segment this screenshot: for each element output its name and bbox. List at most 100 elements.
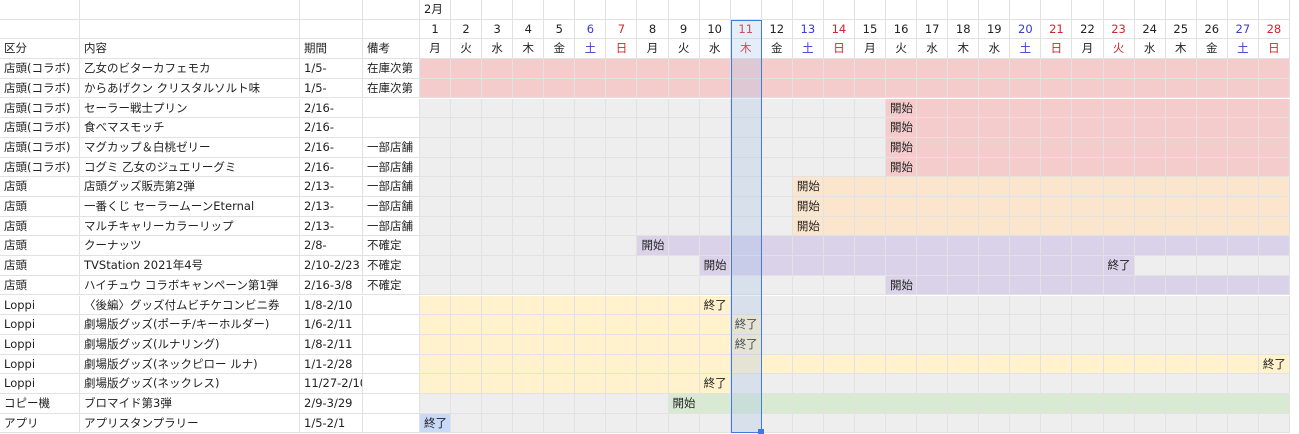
schedule-cell[interactable] bbox=[761, 334, 793, 355]
schedule-cell[interactable] bbox=[451, 413, 483, 434]
schedule-cell[interactable] bbox=[917, 98, 949, 119]
schedule-cell[interactable] bbox=[1103, 354, 1135, 375]
schedule-cell[interactable] bbox=[761, 394, 793, 414]
schedule-cell[interactable] bbox=[513, 374, 545, 394]
schedule-cell[interactable] bbox=[544, 354, 576, 375]
note-cell[interactable] bbox=[363, 118, 420, 138]
schedule-cell[interactable] bbox=[1227, 118, 1259, 138]
schedule-cell[interactable] bbox=[1227, 413, 1259, 434]
schedule-cell[interactable] bbox=[979, 394, 1011, 414]
blank-cell[interactable] bbox=[606, 0, 638, 20]
day-number-cell[interactable]: 16 bbox=[886, 19, 918, 40]
category-cell[interactable]: コピー機 bbox=[0, 394, 80, 414]
category-cell[interactable]: Loppi bbox=[0, 315, 80, 335]
schedule-cell[interactable] bbox=[606, 374, 638, 394]
schedule-cell[interactable] bbox=[1041, 59, 1073, 79]
schedule-cell[interactable] bbox=[917, 177, 949, 197]
schedule-cell[interactable] bbox=[948, 197, 980, 217]
schedule-cell[interactable] bbox=[886, 256, 918, 276]
schedule-cell[interactable] bbox=[575, 137, 607, 158]
weekday-cell[interactable]: 日 bbox=[1041, 39, 1073, 60]
schedule-cell[interactable] bbox=[1196, 177, 1228, 197]
blank-cell[interactable] bbox=[575, 0, 607, 20]
schedule-cell[interactable] bbox=[668, 334, 700, 355]
schedule-cell[interactable] bbox=[761, 137, 793, 158]
day-number-cell[interactable]: 9 bbox=[668, 19, 700, 40]
status-marker-cell[interactable]: 終了 bbox=[1103, 256, 1135, 276]
schedule-cell[interactable] bbox=[979, 374, 1011, 394]
schedule-cell[interactable] bbox=[1072, 374, 1104, 394]
schedule-cell[interactable] bbox=[575, 98, 607, 119]
schedule-cell[interactable] bbox=[420, 137, 452, 158]
content-cell[interactable]: コグミ 乙女のジュエリーグミ bbox=[80, 157, 300, 178]
schedule-cell[interactable] bbox=[668, 157, 700, 178]
schedule-cell[interactable] bbox=[482, 394, 514, 414]
schedule-cell[interactable] bbox=[886, 354, 918, 375]
schedule-cell[interactable] bbox=[1041, 98, 1073, 119]
schedule-cell[interactable] bbox=[668, 59, 700, 79]
schedule-cell[interactable] bbox=[948, 118, 980, 138]
schedule-cell[interactable] bbox=[544, 256, 576, 276]
note-cell[interactable]: 一部店舗 bbox=[363, 216, 420, 237]
weekday-cell[interactable]: 水 bbox=[1134, 39, 1166, 60]
schedule-cell[interactable] bbox=[513, 78, 545, 99]
schedule-cell[interactable] bbox=[730, 236, 762, 257]
schedule-cell[interactable] bbox=[575, 118, 607, 138]
schedule-cell[interactable] bbox=[668, 216, 700, 237]
category-cell[interactable]: 店頭(コラボ) bbox=[0, 118, 80, 138]
schedule-cell[interactable] bbox=[606, 275, 638, 296]
content-cell[interactable]: 〈後編〉グッズ付ムビチケコンビニ券 bbox=[80, 295, 300, 316]
blank-cell[interactable] bbox=[1196, 0, 1228, 20]
header-note[interactable]: 備考 bbox=[363, 39, 420, 60]
schedule-cell[interactable] bbox=[668, 118, 700, 138]
schedule-cell[interactable] bbox=[979, 256, 1011, 276]
schedule-cell[interactable] bbox=[823, 334, 855, 355]
schedule-cell[interactable] bbox=[637, 157, 669, 178]
content-cell[interactable]: 劇場版グッズ(ルナリング) bbox=[80, 334, 300, 355]
schedule-cell[interactable] bbox=[699, 236, 731, 257]
schedule-cell[interactable] bbox=[575, 315, 607, 335]
schedule-cell[interactable] bbox=[823, 118, 855, 138]
schedule-cell[interactable] bbox=[1134, 118, 1166, 138]
schedule-cell[interactable] bbox=[823, 236, 855, 257]
schedule-cell[interactable] bbox=[854, 256, 887, 276]
blank-cell[interactable] bbox=[482, 0, 514, 20]
schedule-cell[interactable] bbox=[917, 157, 949, 178]
schedule-cell[interactable] bbox=[1072, 197, 1104, 217]
schedule-cell[interactable] bbox=[451, 78, 483, 99]
schedule-cell[interactable] bbox=[1196, 137, 1228, 158]
schedule-cell[interactable] bbox=[761, 197, 793, 217]
weekday-cell[interactable]: 木 bbox=[948, 39, 980, 60]
schedule-cell[interactable] bbox=[544, 413, 576, 434]
schedule-cell[interactable] bbox=[420, 157, 452, 178]
schedule-cell[interactable] bbox=[730, 275, 762, 296]
schedule-cell[interactable] bbox=[451, 256, 483, 276]
weekday-cell[interactable]: 土 bbox=[575, 39, 607, 60]
schedule-cell[interactable] bbox=[1165, 256, 1197, 276]
schedule-cell[interactable] bbox=[948, 216, 980, 237]
schedule-cell[interactable] bbox=[606, 59, 638, 79]
schedule-cell[interactable] bbox=[1258, 374, 1290, 394]
schedule-cell[interactable] bbox=[1165, 315, 1197, 335]
schedule-cell[interactable] bbox=[1134, 275, 1166, 296]
schedule-cell[interactable] bbox=[699, 98, 731, 119]
schedule-cell[interactable] bbox=[792, 413, 824, 434]
schedule-cell[interactable] bbox=[1103, 177, 1135, 197]
schedule-cell[interactable] bbox=[1072, 177, 1104, 197]
schedule-cell[interactable] bbox=[606, 157, 638, 178]
schedule-cell[interactable] bbox=[1072, 59, 1104, 79]
content-cell[interactable]: アプリスタンプラリー bbox=[80, 413, 300, 434]
day-number-cell[interactable]: 23 bbox=[1103, 19, 1135, 40]
blank-cell[interactable] bbox=[979, 0, 1011, 20]
schedule-cell[interactable] bbox=[606, 413, 638, 434]
schedule-cell[interactable] bbox=[451, 354, 483, 375]
schedule-cell[interactable] bbox=[606, 78, 638, 99]
schedule-cell[interactable] bbox=[1041, 216, 1073, 237]
schedule-cell[interactable] bbox=[948, 315, 980, 335]
schedule-cell[interactable] bbox=[1227, 295, 1259, 316]
schedule-cell[interactable] bbox=[1196, 256, 1228, 276]
schedule-cell[interactable] bbox=[606, 137, 638, 158]
status-marker-cell[interactable]: 終了 bbox=[730, 315, 762, 335]
schedule-cell[interactable] bbox=[544, 295, 576, 316]
blank-cell[interactable] bbox=[1134, 0, 1166, 20]
